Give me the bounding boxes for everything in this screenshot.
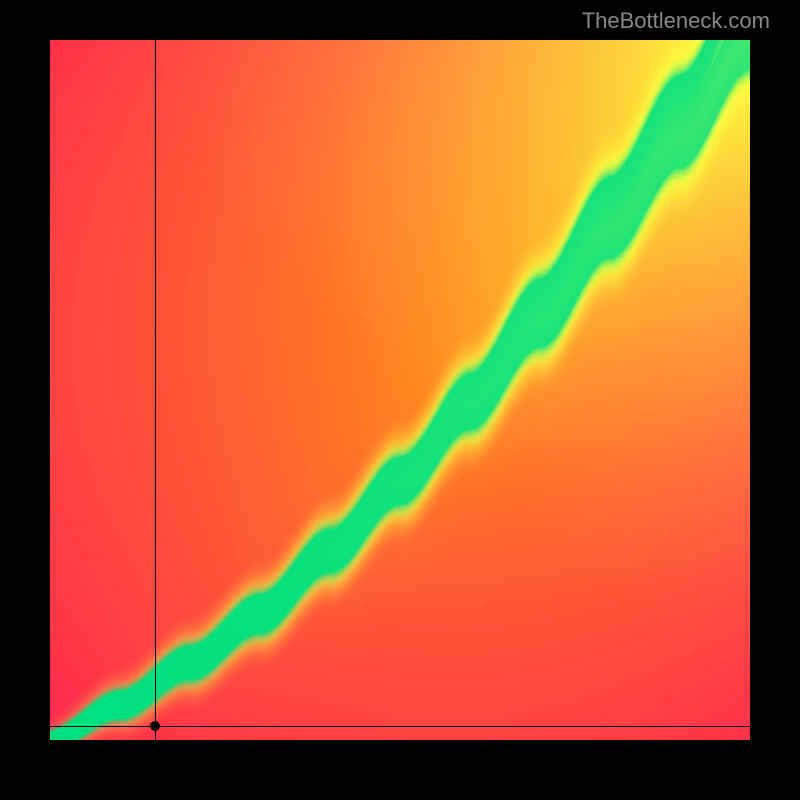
crosshair-marker [150,721,160,731]
crosshair-vertical [155,40,156,740]
watermark-text: TheBottleneck.com [582,8,770,34]
heatmap-chart [50,40,750,740]
